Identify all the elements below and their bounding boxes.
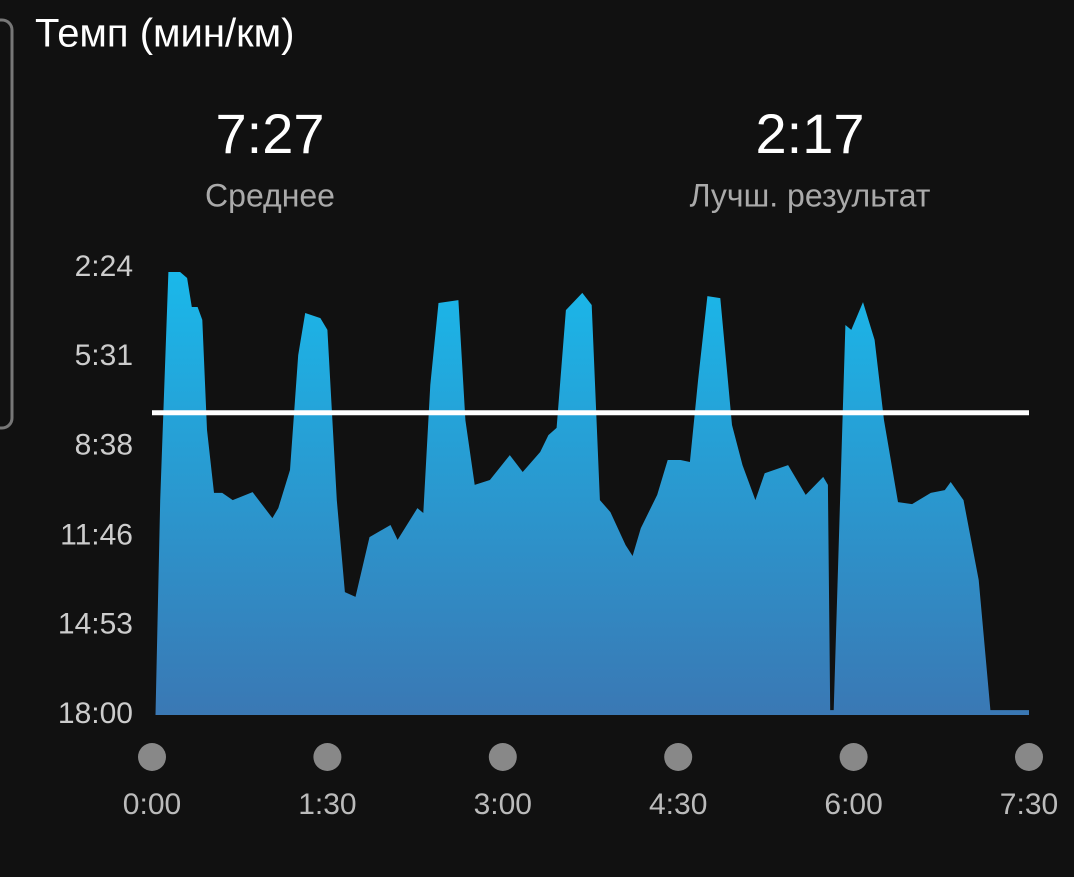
stat-value: 7:27 [216, 102, 325, 165]
x-tick-dot [313, 743, 342, 771]
x-tick-label: 6:00 [824, 788, 882, 821]
x-tick-dot [839, 743, 868, 771]
pace-area [155, 272, 1029, 715]
x-tick-dot [664, 743, 693, 771]
y-tick-label: 18:00 [58, 697, 133, 730]
x-tick-dot [1015, 743, 1043, 771]
stat-label: Среднее [205, 177, 335, 213]
y-tick-label: 14:53 [58, 608, 133, 641]
chart-title: Темп (мин/км) [35, 12, 294, 56]
x-tick-label: 7:30 [1000, 788, 1058, 821]
x-tick-label: 0:00 [123, 788, 181, 821]
x-tick-label: 4:30 [649, 788, 707, 821]
y-tick-label: 2:24 [75, 250, 133, 283]
y-tick-label: 5:31 [75, 339, 133, 372]
y-tick-label: 11:46 [60, 518, 133, 551]
x-tick-dot [138, 743, 166, 771]
stat-label: Лучш. результат [690, 177, 931, 213]
x-tick-label: 1:30 [298, 788, 356, 821]
x-tick-label: 3:00 [474, 788, 532, 821]
stat-value: 2:17 [756, 102, 865, 165]
scrollbar [0, 18, 14, 430]
x-tick-dot [488, 743, 517, 771]
y-tick-label: 8:38 [75, 429, 133, 462]
